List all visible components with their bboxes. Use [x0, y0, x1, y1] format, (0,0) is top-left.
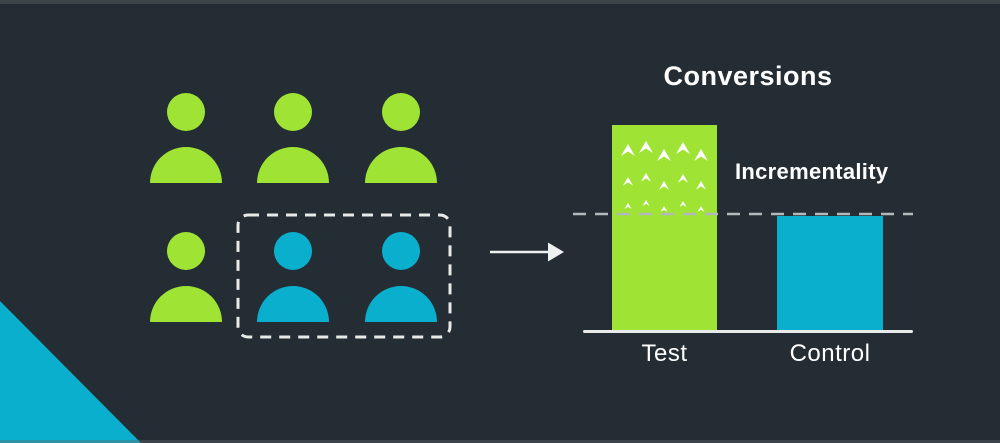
arrow-right-icon	[490, 242, 564, 262]
chart-baseline-axis	[583, 330, 913, 333]
up-arrowhead-pattern	[621, 141, 708, 212]
person-icon-green	[150, 232, 222, 322]
person-icon-green	[257, 93, 329, 183]
control-level-dashed-line	[573, 212, 913, 216]
person-head	[167, 93, 205, 131]
person-icon-teal	[365, 232, 437, 322]
person-body	[257, 147, 329, 183]
person-body	[150, 147, 222, 183]
control-bar-label: Control	[789, 340, 871, 367]
person-icon-teal	[257, 232, 329, 322]
corner-triangle-decoration	[0, 301, 141, 443]
holdout-dashed-box	[236, 213, 452, 339]
chart-title: Conversions	[663, 61, 833, 91]
person-head	[382, 232, 420, 270]
person-head	[167, 232, 205, 270]
person-icon-green	[365, 93, 437, 183]
control-bar	[777, 216, 883, 331]
person-head	[274, 232, 312, 270]
top-edge-strip	[0, 0, 1000, 4]
bottom-edge-strip	[0, 440, 1000, 443]
test-bar	[612, 125, 717, 331]
person-body	[150, 286, 222, 322]
person-body	[365, 147, 437, 183]
test-bar-label: Test	[641, 340, 688, 367]
incrementality-label: Incrementality	[735, 159, 889, 184]
person-head	[382, 93, 420, 131]
person-icon-green	[150, 93, 222, 183]
person-head	[274, 93, 312, 131]
